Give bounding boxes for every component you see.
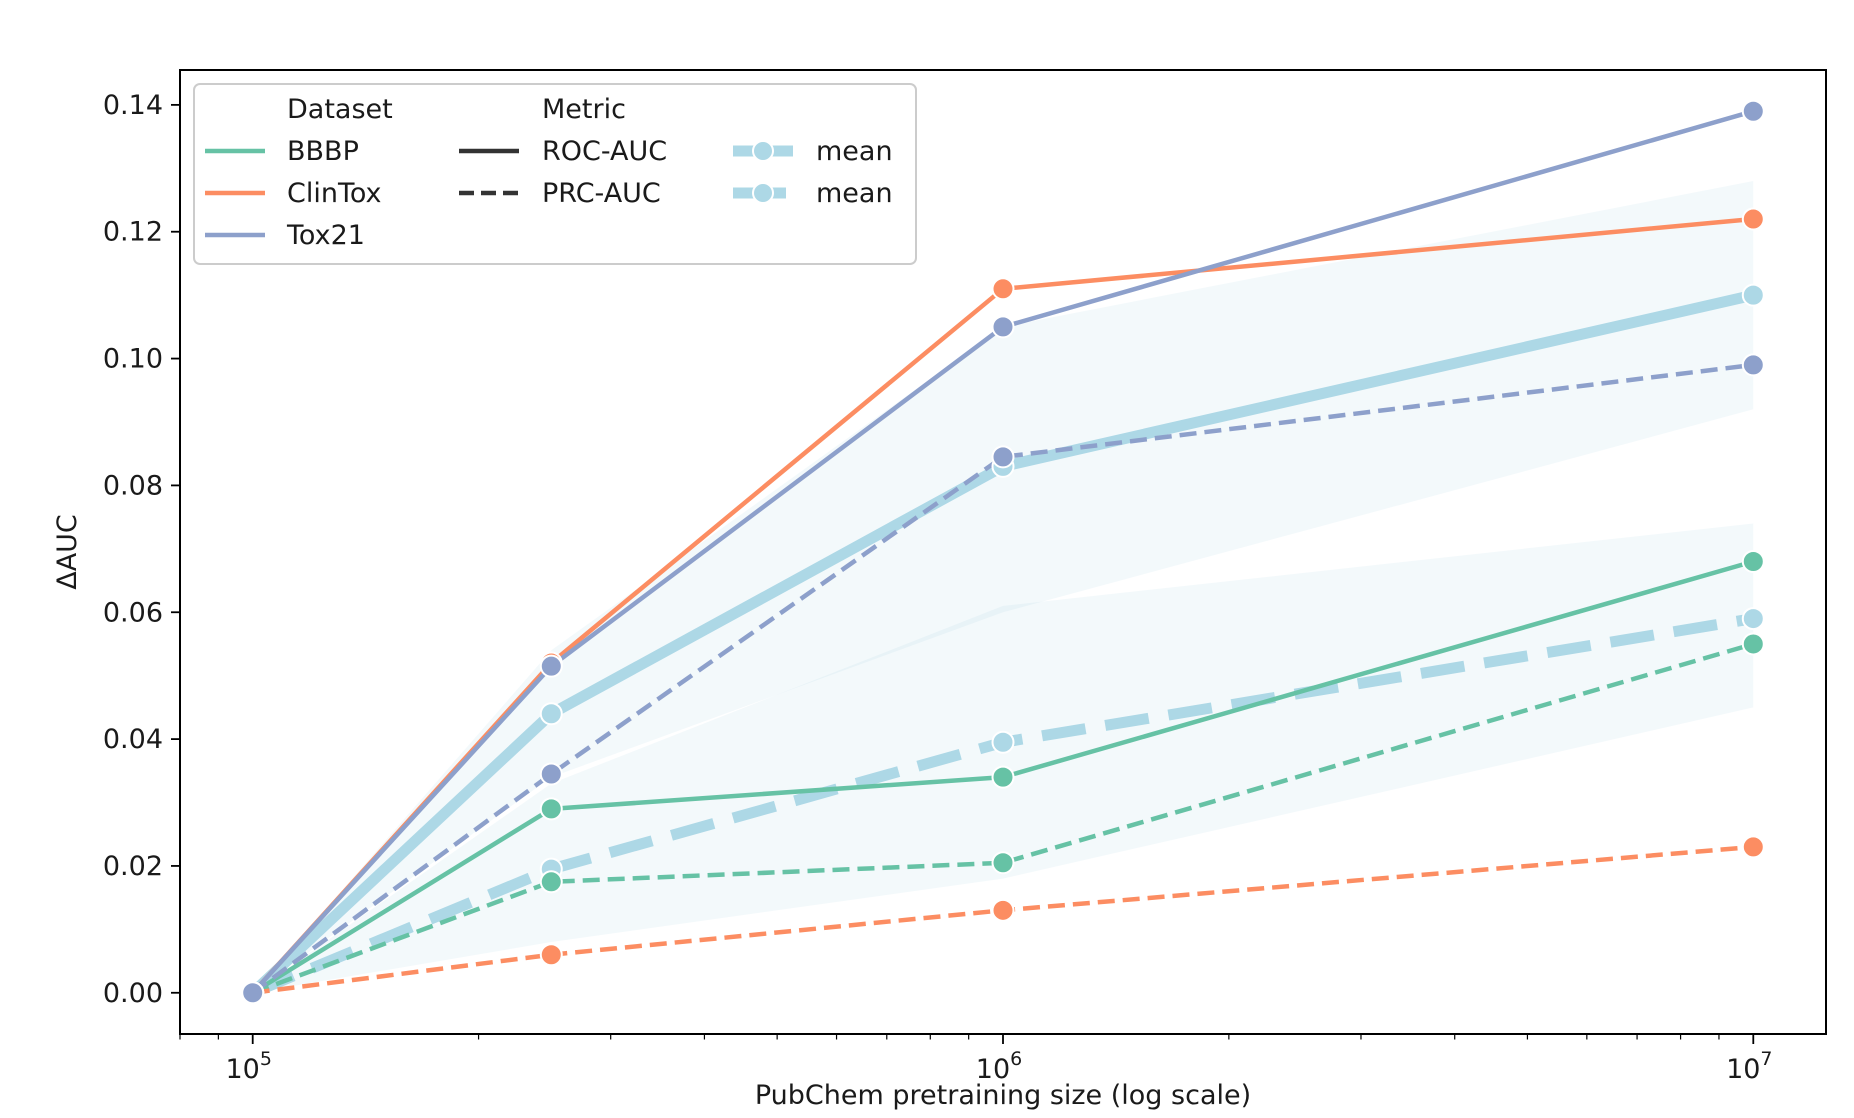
y-tick-label: 0.14 [103,90,163,121]
series-lines [251,109,1754,996]
point-clintox-prc-auc-2 [991,898,1015,922]
legend-metric-title: Metric [542,94,626,125]
point-bbbp-prc-auc-1 [539,870,563,894]
y-tick-label: 0.06 [103,597,163,628]
legend-label-roc-auc: ROC-AUC [542,136,667,167]
series-line-tox21-prc-auc [251,362,1754,995]
mean-lines [248,289,1755,998]
point-tox21-prc-auc-1 [539,762,563,786]
x-axis: 105 106 107 [179,1034,1773,1085]
point-tox21-roc-auc-3 [1741,99,1765,123]
point-bbbp-roc-auc-2 [991,765,1015,789]
y-axis: 0.00 0.02 0.04 0.06 0.08 0.10 0.12 0.14 [103,90,180,1009]
series-line-bbbp-roc-auc [251,559,1754,995]
legend-label-mean-solid: mean [816,136,893,167]
point-bbbp-roc-auc-3 [1741,550,1765,574]
point-bbbp-prc-auc-2 [991,851,1015,875]
legend: Dataset BBBP ClinTox Tox21 Metric ROC-AUC PRC-… [193,83,917,265]
legend-label-prc-auc: PRC-AUC [542,178,661,209]
y-tick-label: 0.04 [103,724,163,755]
ci-band-prc-auc [252,523,1754,993]
series-line-tox21-roc-auc [251,109,1754,995]
point-clintox-prc-auc-1 [539,943,563,967]
x-axis-label: PubChem pretraining size (log scale) [755,1080,1251,1111]
mean-line-prc-auc [250,613,1755,998]
y-axis-label: ΔAUC [52,514,83,590]
legend-label-tox21: Tox21 [286,220,365,251]
legend-dataset-title: Dataset [287,94,393,125]
x-tick-label: 106 [976,1048,1022,1085]
legend-box [193,83,917,265]
legend-label-bbbp: BBBP [287,136,359,167]
y-tick-label: 0.10 [103,344,163,375]
point-bbbp-prc-auc-3 [1741,632,1765,656]
series-line-bbbp-prc-auc [251,641,1754,995]
mean-point-prc-auc-2 [991,730,1015,754]
point-tox21-prc-auc-3 [1741,353,1765,377]
mean-point-prc-auc-3 [1741,607,1765,631]
point-tox21-roc-auc-1 [539,654,563,678]
point-clintox-roc-auc-2 [991,277,1015,301]
point-tox21-prc-auc-2 [991,445,1015,469]
point-bbbp-roc-auc-1 [539,797,563,821]
legend-label-mean-dashed: mean [816,178,893,209]
y-tick-label: 0.00 [103,978,163,1009]
point-tox21-roc-auc-2 [991,315,1015,339]
series-line-clintox-prc-auc [252,844,1754,996]
legend-marker-mean-dashed [752,182,774,204]
y-tick-label: 0.12 [103,217,163,248]
legend-label-clintox: ClinTox [287,178,382,209]
point-clintox-roc-auc-3 [1741,207,1765,231]
x-tick-label: 105 [225,1048,271,1085]
point-tox21-prc-auc-0 [241,981,265,1005]
mean-line-roc-auc [248,289,1755,997]
mean-point-roc-auc-3 [1741,283,1765,307]
legend-marker-mean-solid [752,140,774,162]
x-tick-label: 107 [1726,1048,1772,1085]
data-markers [241,99,1765,1005]
mean-point-roc-auc-1 [539,702,563,726]
point-clintox-prc-auc-3 [1741,835,1765,859]
y-tick-label: 0.08 [103,470,163,501]
y-tick-label: 0.02 [103,851,163,882]
